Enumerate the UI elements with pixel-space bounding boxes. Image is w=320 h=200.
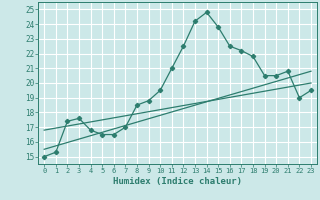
X-axis label: Humidex (Indice chaleur): Humidex (Indice chaleur) [113, 177, 242, 186]
